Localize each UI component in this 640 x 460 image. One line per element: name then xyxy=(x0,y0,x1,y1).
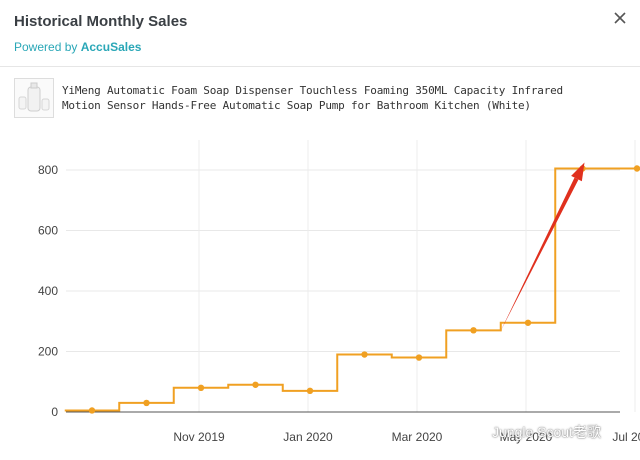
product-header: YiMeng Automatic Foam Soap Dispenser Tou… xyxy=(14,78,614,122)
data-point xyxy=(415,354,423,361)
arrow-head xyxy=(571,162,585,182)
y-tick-label: 0 xyxy=(51,405,58,419)
data-point xyxy=(470,327,477,334)
powered-by: Powered by AccuSales xyxy=(14,40,141,54)
x-tick-label: Nov 2019 xyxy=(173,430,225,444)
arrow-shaft xyxy=(500,177,579,333)
divider xyxy=(0,66,640,67)
x-tick-label: May 2020 xyxy=(500,430,553,444)
product-thumbnail xyxy=(14,78,54,118)
data-point xyxy=(143,399,150,407)
x-tick-label: Jan 2020 xyxy=(283,430,333,444)
dialog-title: Historical Monthly Sales xyxy=(14,13,188,30)
chat-bubble-icon xyxy=(474,426,488,438)
y-tick-label: 400 xyxy=(38,284,58,298)
close-icon[interactable] xyxy=(612,10,628,26)
y-tick-label: 800 xyxy=(38,163,58,177)
data-point xyxy=(306,387,314,395)
data-point xyxy=(524,319,532,326)
data-point xyxy=(633,165,640,172)
data-point xyxy=(88,407,96,414)
data-point xyxy=(197,384,205,391)
x-tick-label: Mar 2020 xyxy=(392,430,443,444)
sales-chart: 0 200 400 600 800 Nov 2019 Jan 2020 Mar 2020 May… xyxy=(38,140,640,444)
powered-prefix: Powered by xyxy=(14,40,78,54)
brand-link[interactable]: AccuSales xyxy=(80,40,142,54)
data-point xyxy=(252,381,259,388)
y-tick-label: 200 xyxy=(38,345,58,359)
watermark: Jungle Scout老歌 xyxy=(474,422,601,442)
product-title: YiMeng Automatic Foam Soap Dispenser Tou… xyxy=(62,84,563,112)
series-line xyxy=(64,167,637,412)
watermark-text: Jungle Scout老歌 xyxy=(492,424,601,440)
data-point xyxy=(361,351,368,358)
x-tick-label: Jul 2020 xyxy=(612,430,640,444)
y-tick-label: 600 xyxy=(38,224,58,238)
